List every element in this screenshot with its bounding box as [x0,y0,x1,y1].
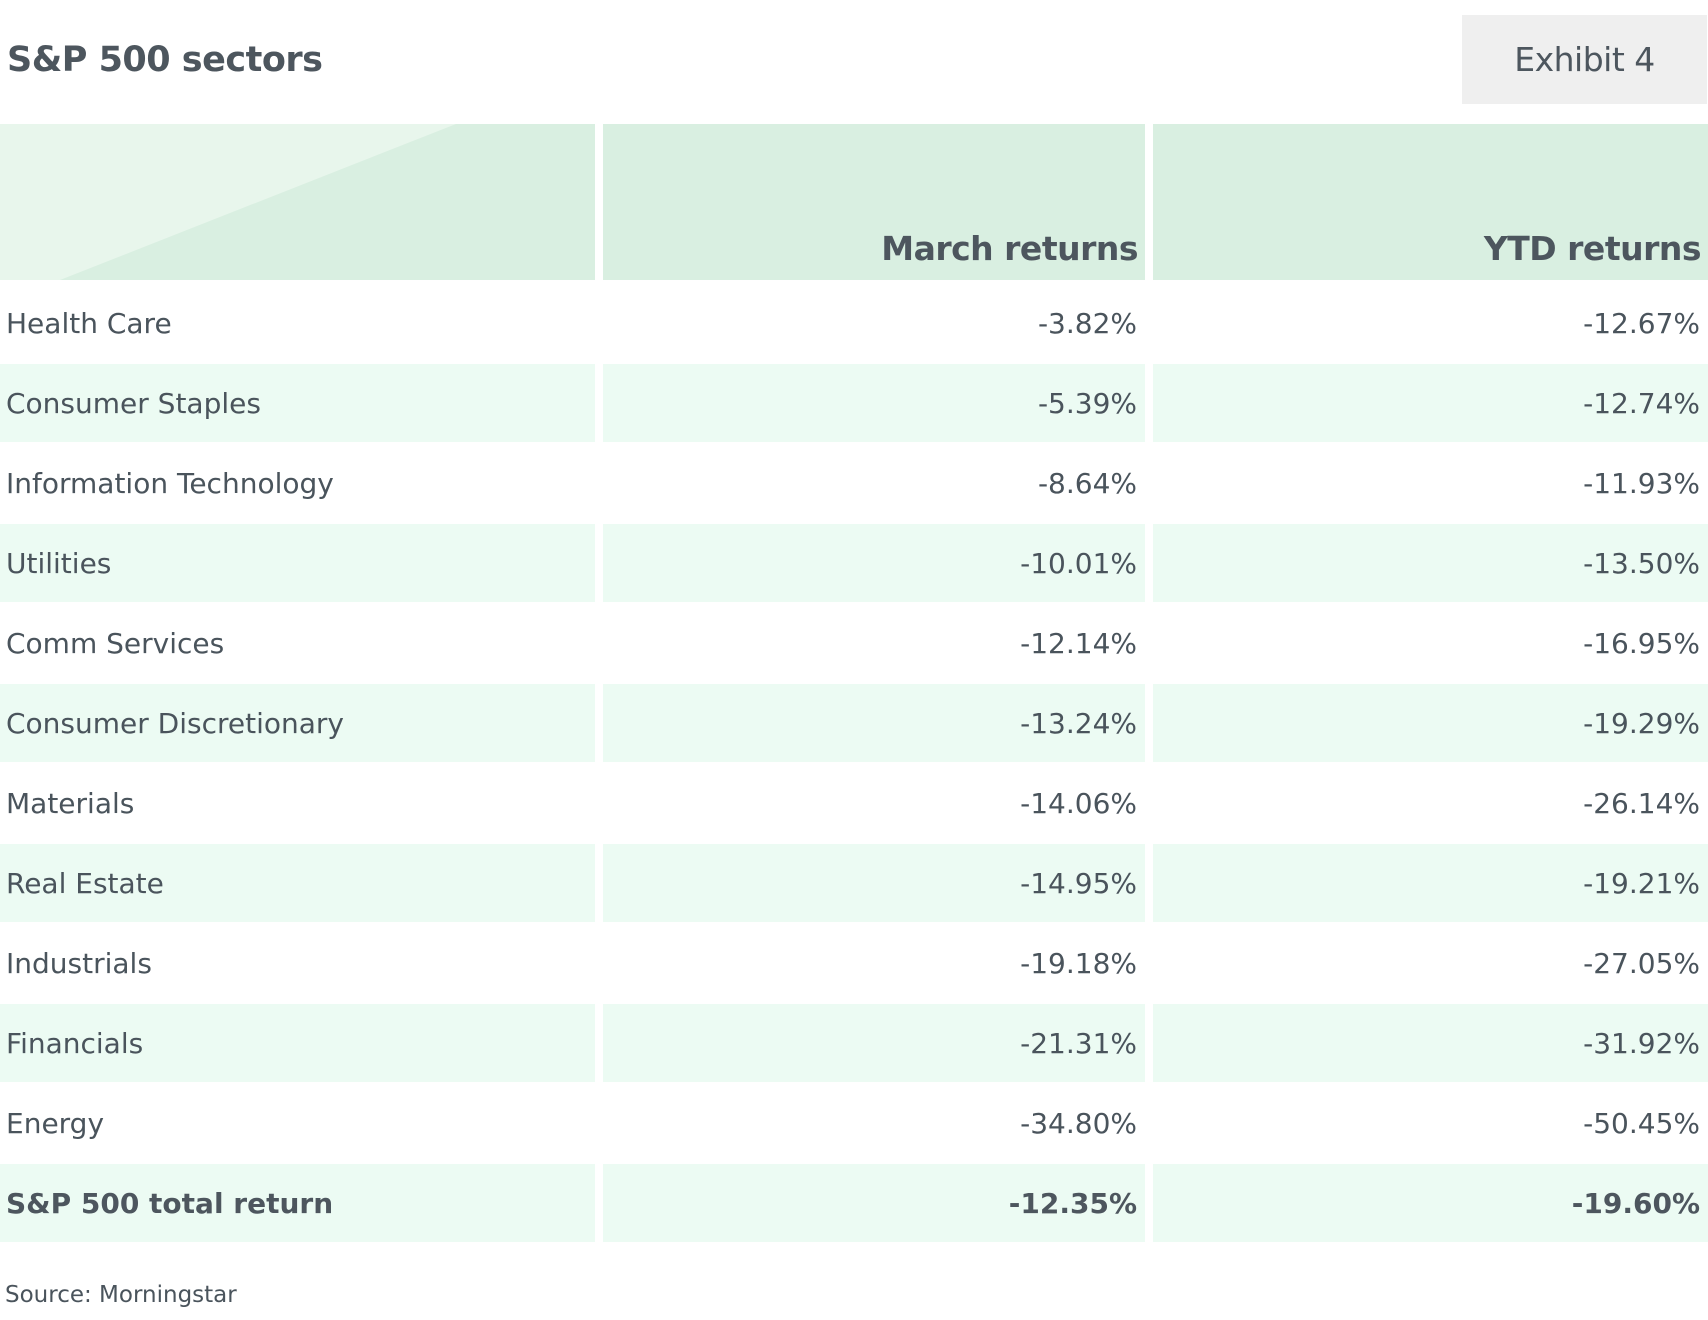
sector-cell: Energy [6,1106,105,1140]
table-row: Consumer Discretionary -13.24% -19.29% [0,684,1708,764]
table-row: Energy -34.80% -50.45% [0,1084,1708,1164]
ytd-return-cell: -12.74% [1153,364,1708,442]
ytd-return-cell: -13.50% [1153,524,1708,602]
exhibit-label: Exhibit 4 [1462,15,1707,104]
march-return-cell: -13.24% [603,684,1145,762]
march-return-cell: -8.64% [1037,466,1137,500]
march-return-cell: -14.06% [1020,786,1137,820]
sector-cell: Comm Services [6,626,225,660]
table-row: Comm Services -12.14% -16.95% [0,604,1708,684]
page-title: S&P 500 sectors [7,40,323,80]
sector-cell: Materials [6,786,135,820]
total-ytd-cell: -19.60% [1153,1164,1708,1242]
march-return-cell: -21.31% [603,1004,1145,1082]
march-return-cell: -5.39% [603,364,1145,442]
table-row: Industrials -19.18% -27.05% [0,924,1708,1004]
sector-cell: Consumer Discretionary [0,684,595,762]
march-return-cell: -34.80% [1020,1106,1137,1140]
total-march-cell: -12.35% [603,1164,1145,1242]
march-return-cell: -3.82% [1037,306,1137,340]
sector-cell: Real Estate [0,844,595,922]
source-note: Source: Morningstar [5,1282,237,1308]
ytd-return-cell: -26.14% [1583,786,1700,820]
header-ytd-returns: YTD returns [1153,124,1708,280]
table-row: Financials -21.31% -31.92% [0,1004,1708,1084]
sector-cell: Consumer Staples [0,364,595,442]
header-corner-cell [0,124,595,280]
ytd-return-cell: -11.93% [1583,466,1700,500]
header-march-label: March returns [881,229,1138,268]
sector-cell: Information Technology [6,466,334,500]
march-return-cell: -14.95% [603,844,1145,922]
header-corner-diagonal [0,124,456,280]
march-return-cell: -10.01% [603,524,1145,602]
ytd-return-cell: -19.21% [1153,844,1708,922]
table-row: Health Care -3.82% -12.67% [0,284,1708,364]
table-row: Real Estate -14.95% -19.21% [0,844,1708,924]
ytd-return-cell: -19.29% [1153,684,1708,762]
sector-cell: Health Care [6,306,172,340]
table-row: Utilities -10.01% -13.50% [0,524,1708,604]
ytd-return-cell: -12.67% [1583,306,1700,340]
ytd-return-cell: -50.45% [1583,1106,1700,1140]
table-row-total: S&P 500 total return -12.35% -19.60% [0,1164,1708,1244]
ytd-return-cell: -16.95% [1583,626,1700,660]
ytd-return-cell: -31.92% [1153,1004,1708,1082]
header-ytd-label: YTD returns [1483,229,1702,268]
table-row: Information Technology -8.64% -11.93% [0,444,1708,524]
sector-cell: Utilities [0,524,595,602]
march-return-cell: -12.14% [1020,626,1137,660]
ytd-return-cell: -27.05% [1583,946,1700,980]
table-row: Consumer Staples -5.39% -12.74% [0,364,1708,444]
table-row: Materials -14.06% -26.14% [0,764,1708,844]
total-sector-cell: S&P 500 total return [0,1164,595,1242]
sector-cell: Industrials [6,946,152,980]
march-return-cell: -19.18% [1020,946,1137,980]
header-march-returns: March returns [603,124,1145,280]
sector-cell: Financials [0,1004,595,1082]
